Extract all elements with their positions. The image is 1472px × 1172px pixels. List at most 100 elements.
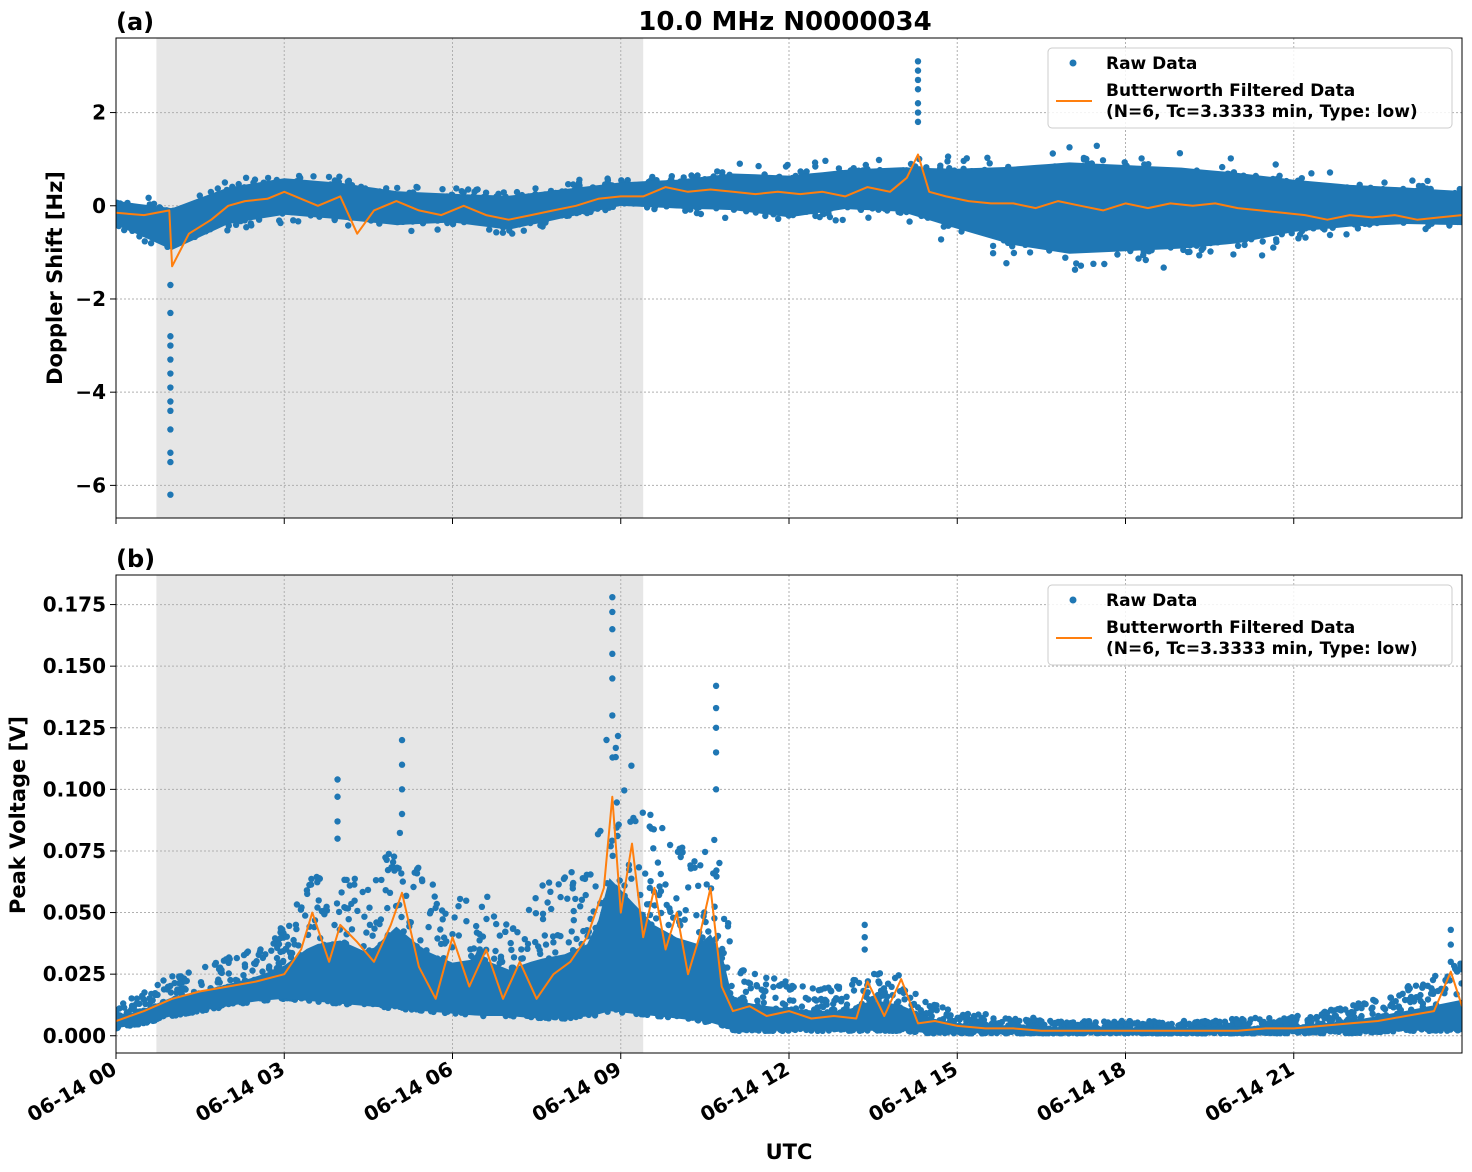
raw-data-point [321,910,328,917]
raw-data-point [1409,177,1416,184]
raw-data-point [1358,1004,1365,1012]
raw-data-point [784,161,791,169]
raw-data-point [775,215,782,222]
raw-data-point [351,881,358,888]
raw-data-point [884,980,892,987]
raw-data-point [366,921,374,928]
x-axis-label: UTC [766,1140,813,1164]
raw-data-point [315,897,322,904]
raw-data-point [790,997,797,1004]
raw-data-point [923,1010,930,1017]
raw-data-point [816,213,823,221]
raw-data-point [310,173,317,180]
raw-data-point [211,961,219,968]
raw-data-point [813,997,820,1004]
raw-data-point [1241,241,1248,249]
raw-data-point [652,915,660,922]
raw-data-point [597,827,604,835]
raw-data-point [306,881,313,889]
raw-data-outlier-point [167,407,174,415]
raw-data-point [1135,255,1142,262]
raw-data-outlier-point [167,342,174,349]
raw-data-point [565,181,572,188]
filtered-data-line [116,153,1462,268]
raw-data-point [682,207,689,214]
raw-data-point [876,980,883,987]
raw-data-outlier-point [167,426,174,433]
raw-data-point [720,915,728,923]
raw-data-point [214,979,221,986]
panel-label: (a) [116,8,154,36]
raw-data-point [1062,254,1069,261]
raw-data-point [1308,170,1315,177]
raw-data-point [989,242,997,250]
raw-data-point [944,1006,952,1013]
raw-data-point [147,240,155,247]
raw-data-point [441,940,448,947]
raw-data-point [1273,238,1280,246]
raw-data-point [963,1012,970,1020]
raw-data-point [490,913,498,920]
raw-data-point [1038,1018,1045,1025]
y-tick-label: 2 [92,101,106,125]
raw-data-point [572,895,579,903]
raw-data-point [398,913,405,921]
raw-data-point [133,995,141,1002]
raw-data-point [874,971,881,978]
raw-data-point [484,893,491,900]
raw-data-point [335,908,343,916]
legend-filtered-label: Butterworth Filtered Data [1106,81,1355,101]
raw-data-point [502,928,509,935]
raw-data-point [865,214,872,221]
raw-data-point [759,993,767,1000]
raw-data-series [116,58,1462,498]
raw-data-point [1140,251,1147,259]
raw-data-point [497,953,505,960]
raw-data-point [233,954,240,962]
raw-data-point [659,824,666,832]
raw-data-point [799,983,806,990]
raw-data-point [834,983,841,990]
raw-data-point [510,954,518,961]
raw-data-point [354,907,361,915]
raw-data-point [1030,1016,1037,1023]
raw-data-point [411,869,418,876]
raw-data-point [755,162,762,170]
raw-data-point [1234,242,1242,249]
raw-data-point [1272,161,1279,168]
legend-filtered-label-line2: (N=6, Tc=3.3333 min, Type: low) [1106,102,1418,122]
raw-data-point [578,896,586,903]
raw-data-point [568,869,575,876]
raw-data-point [1405,983,1412,990]
raw-data-point [647,811,654,818]
raw-data-point [809,985,816,992]
raw-data-point [482,189,490,196]
raw-data-point [557,893,564,901]
raw-data-point [739,967,746,974]
raw-data-point [1145,161,1152,168]
raw-data-point [491,955,498,962]
raw-data-outlier-point [167,309,174,317]
raw-data-point [628,875,635,882]
raw-data-point [336,173,343,180]
raw-data-point [169,973,176,980]
raw-data-point [573,935,580,943]
raw-data-outlier-point [167,384,174,391]
raw-data-point [359,888,366,896]
raw-data-point [554,932,561,939]
raw-data-point [604,175,611,182]
raw-data-point [1196,252,1203,259]
raw-data-point [561,874,569,881]
raw-data-point [635,864,643,871]
raw-data-point [249,967,256,974]
raw-data-point [679,849,686,856]
raw-data-point [607,843,614,850]
raw-data-outlier-point [914,100,922,107]
raw-data-outlier-point [914,86,922,93]
raw-data-point [323,903,330,910]
raw-data-point [396,829,404,837]
raw-data-point [273,954,281,962]
raw-data-point [394,184,401,192]
raw-data-point [338,889,345,896]
